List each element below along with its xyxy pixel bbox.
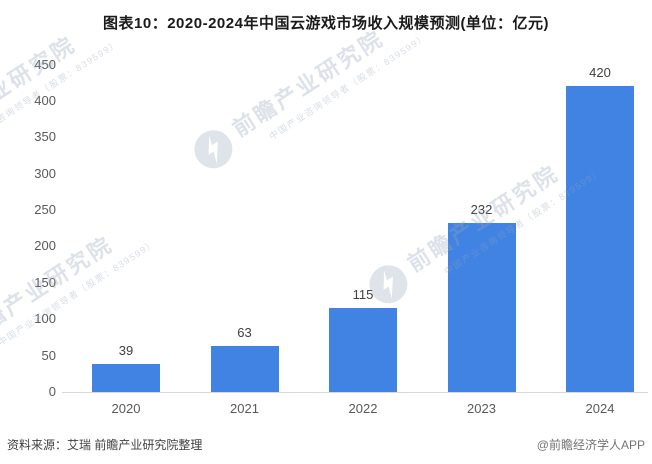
- x-tick-label: 2024: [585, 401, 615, 416]
- y-tick-label: 150: [34, 274, 56, 290]
- y-tick-label: 250: [34, 202, 56, 218]
- y-tick-label: 350: [34, 129, 56, 145]
- y-tick-label: 400: [34, 92, 56, 108]
- x-tick-label: 2023: [467, 401, 496, 416]
- bar-2023: [447, 223, 516, 392]
- bar-2022: [329, 308, 397, 392]
- bar-2024: [566, 86, 634, 392]
- y-tick-label: 50: [41, 347, 56, 363]
- x-tick-label: 2021: [230, 401, 259, 416]
- x-tick-label: 2022: [348, 401, 378, 416]
- source-note: 资料来源：艾瑞 前瞻产业研究院整理: [7, 438, 203, 452]
- bar-value-label: 115: [352, 287, 374, 302]
- y-tick-label: 450: [34, 56, 56, 72]
- bar-value-label: 63: [237, 325, 252, 340]
- x-tick-label: 2020: [111, 401, 141, 416]
- credit-note: @前瞻经济学人APP: [536, 438, 645, 452]
- y-tick-label: 200: [34, 238, 56, 254]
- y-tick-label: 300: [34, 165, 56, 181]
- bar-2020: [92, 364, 160, 392]
- y-tick-label: 100: [34, 311, 56, 327]
- chart-title: 图表10：2020-2024年中国云游戏市场收入规模预测(单位：亿元): [103, 15, 549, 32]
- y-tick-label: 0: [48, 384, 56, 399]
- bar-value-label: 232: [470, 202, 493, 217]
- bar-value-label: 39: [118, 343, 134, 358]
- bar-2021: [210, 346, 279, 392]
- x-axis-line: [62, 392, 648, 393]
- bar-value-label: 420: [589, 65, 611, 80]
